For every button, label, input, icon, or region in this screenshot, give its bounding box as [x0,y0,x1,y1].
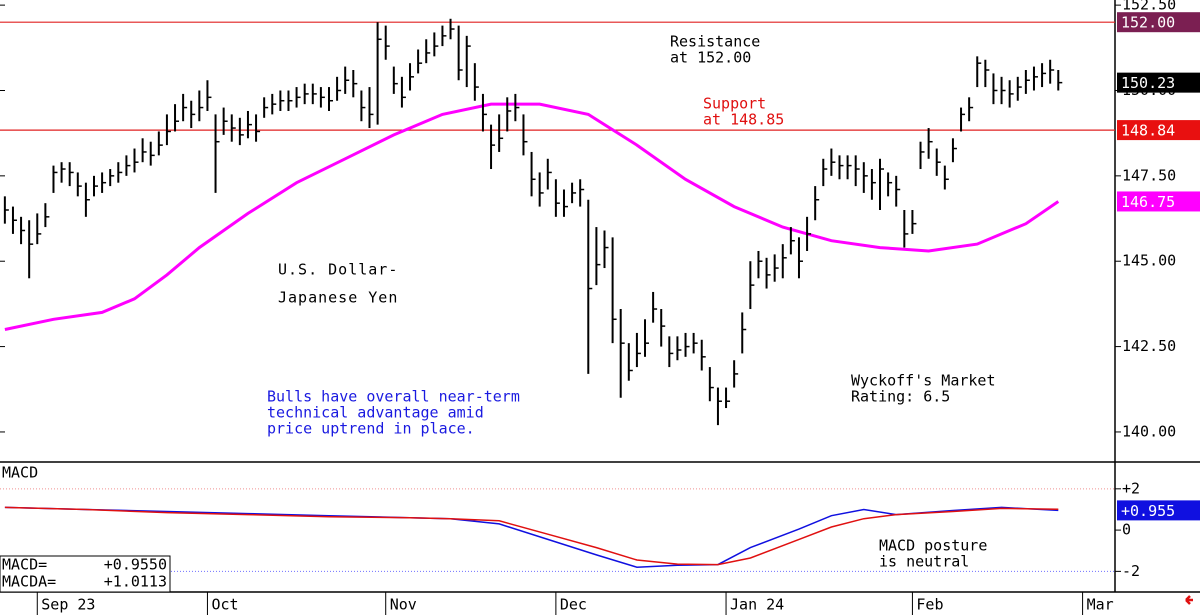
annotation: technical advantage amid [267,404,484,422]
annotation: at 152.00 [670,49,751,67]
readout-name: MACDA= [2,573,56,591]
x-tick-label: Dec [560,596,587,614]
annotation: Resistance [670,33,760,51]
close-tag-box [1117,72,1200,93]
level-tag-label: 148.84 [1121,122,1175,140]
y-tick-label: 147.50 [1122,166,1176,184]
y-tick-label: -2 [1122,562,1140,580]
x-tick-label: Oct [211,596,238,614]
annotation: Bulls have overall near-term [267,388,520,406]
annotation: Rating: 6.5 [851,388,950,406]
x-tick-label: Sep 23 [41,596,95,614]
x-tick-label: Feb [916,596,943,614]
annotation: price uptrend in place. [267,420,475,438]
chart-title: Japanese Yen [278,289,398,307]
ma-tag-label: 146.75 [1121,193,1175,211]
macd-tag-box [1117,500,1200,521]
readout-value: +0.9550 [104,556,167,574]
level-tag-label: 152.00 [1121,14,1175,32]
level-tag-box [1117,12,1200,33]
y-tick-label: 140.00 [1122,422,1176,440]
x-tick-label: Mar [1087,596,1114,614]
y-tick-label: 145.00 [1122,252,1176,270]
close-tag-label: 150.23 [1121,74,1175,92]
macd-line [4,506,1059,568]
readout-box [0,555,171,593]
level-tag-box [1117,120,1200,141]
readout-value: +1.0113 [104,573,167,591]
y-tick-label: +2 [1122,479,1140,497]
back-arrow-icon[interactable] [1185,595,1193,605]
ma-tag-box [1117,191,1200,212]
x-tick-label: Jan 24 [730,596,784,614]
macd-tag-label: +0.955 [1121,502,1175,520]
panel-label: MACD [2,464,38,482]
annotation: MACD posture [879,537,987,555]
x-tick-label: Nov [390,596,417,614]
chart-title: U.S. Dollar- [278,261,398,279]
annotation: at 148.85 [703,111,784,129]
annotation: is neutral [879,553,969,571]
annotation: Support [703,95,766,113]
readout-name: MACD= [2,556,47,574]
macd-line [4,506,1059,566]
y-tick-label: 0 [1122,521,1131,539]
annotation: Wyckoff's Market [851,372,996,390]
y-tick-label: 142.50 [1122,337,1176,355]
y-tick-label: 152.50 [1122,0,1176,14]
